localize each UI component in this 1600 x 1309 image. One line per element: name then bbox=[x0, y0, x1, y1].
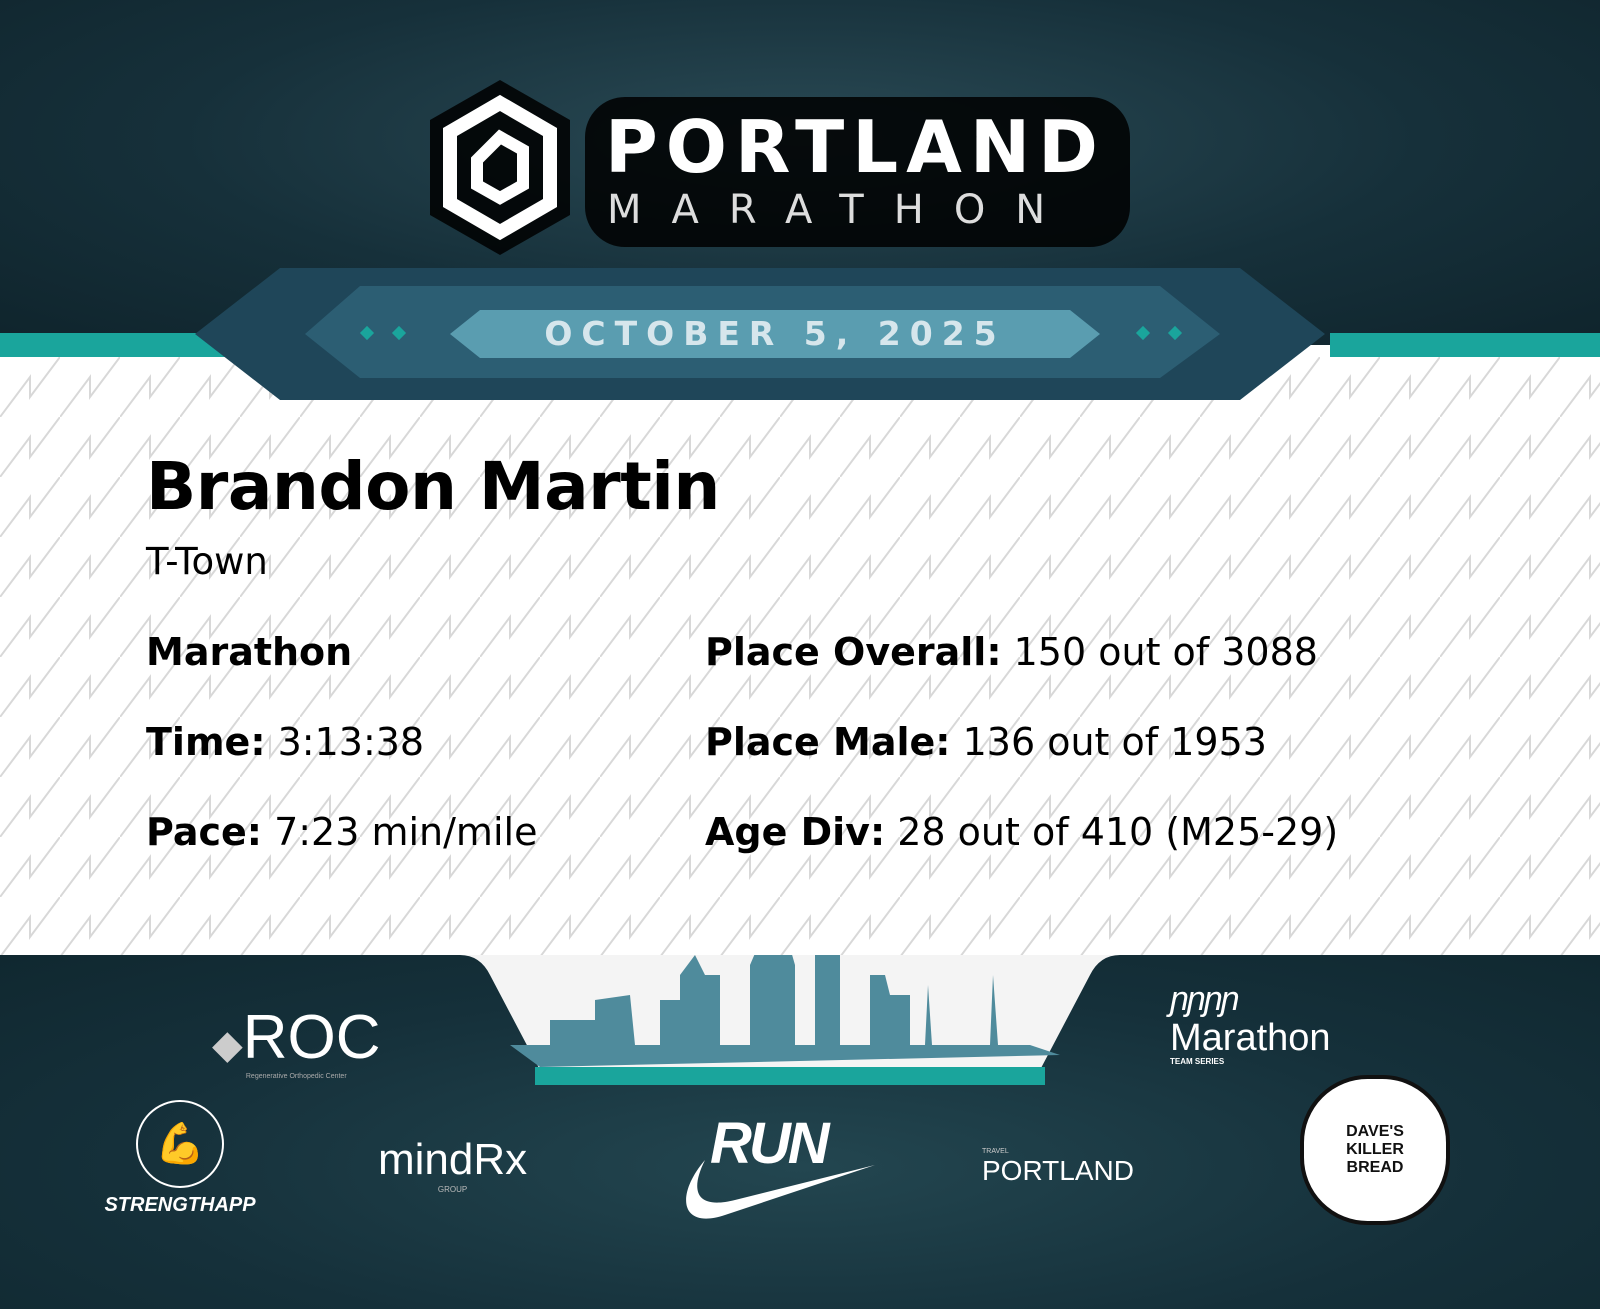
place-overall: Place Overall: 150 out of 3088 bbox=[705, 630, 1318, 674]
runner-team: T-Town bbox=[146, 540, 268, 583]
sponsor-nike-run[interactable]: RUN bbox=[675, 1110, 875, 1225]
race-date: OCTOBER 5, 2025 bbox=[544, 314, 1006, 353]
finish-time: Time: 3:13:38 bbox=[146, 720, 425, 764]
sponsor-daves-killer-bread[interactable]: DAVE'S KILLER BREAD bbox=[1300, 1075, 1460, 1235]
sponsor-strengthapp[interactable]: 💪 STRENGTHAPP bbox=[90, 1100, 270, 1217]
sponsor-marathon-team-series[interactable]: ɲɲɲɲ Marathon TEAM SERIES bbox=[1170, 980, 1331, 1066]
daves-killer-bread-logo: DAVE'S KILLER BREAD bbox=[1300, 1075, 1450, 1225]
place-male: Place Male: 136 out of 1953 bbox=[705, 720, 1267, 764]
hexagon-logo-icon bbox=[430, 80, 570, 255]
runner-name: Brandon Martin bbox=[146, 448, 720, 525]
portland-marathon-logo: PORTLAND MARATHON bbox=[425, 75, 1135, 260]
zigzag-pattern bbox=[0, 357, 1600, 957]
teal-stripe bbox=[1330, 333, 1600, 357]
flexed-arm-icon: 💪 bbox=[136, 1100, 224, 1188]
skyline-notch bbox=[420, 955, 1160, 1085]
age-division: Age Div: 28 out of 410 (M25-29) bbox=[705, 810, 1339, 854]
logo-line1: PORTLAND bbox=[605, 105, 1106, 189]
swoosh-icon bbox=[686, 1160, 875, 1219]
runners-icon: ɲɲɲɲ bbox=[1170, 980, 1240, 1018]
sponsor-roc[interactable]: ◆ROC Regenerative Orthopedic Center bbox=[212, 1003, 381, 1080]
event-name: Marathon bbox=[146, 630, 353, 674]
date-banner bbox=[195, 268, 1325, 400]
diamond-icon: ◆ bbox=[212, 1023, 243, 1067]
sponsor-travel-portland[interactable]: TRAVEL PORTLAND bbox=[982, 1148, 1134, 1186]
logo-line2: MARATHON bbox=[607, 187, 1076, 233]
pace: Pace: 7:23 min/mile bbox=[146, 810, 538, 854]
sponsor-mindrx[interactable]: mindRx GROUP bbox=[378, 1135, 528, 1194]
city-skyline-icon bbox=[510, 955, 1060, 1067]
